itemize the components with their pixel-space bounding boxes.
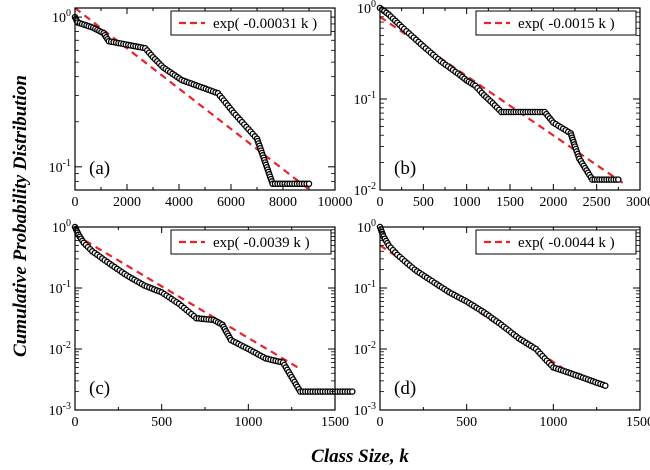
data-points-b [376, 4, 622, 183]
x-tick-label-d-0: 0 [377, 415, 384, 430]
y-tick-label-b-2: 100 [357, 0, 376, 17]
panel-label-d: (d) [394, 378, 416, 399]
x-tick-label-d-2: 1000 [539, 415, 567, 430]
y-tick-label-d-3: 100 [357, 218, 376, 236]
y-tick-label-d-2: 10-1 [354, 279, 376, 297]
legend-label-c: exp( -0.0039 k ) [213, 235, 310, 251]
fit-line-a [74, 7, 310, 191]
y-tick-label-a-0: 10-1 [49, 158, 71, 176]
x-tick-label-c-2: 1000 [234, 415, 262, 430]
x-tick-label-b-4: 2000 [539, 195, 567, 210]
data-point-d-97 [602, 382, 609, 389]
x-tick-label-a-2: 4000 [165, 195, 193, 210]
panel-a: 0 2000 4000 6000 8000 10000 10-1 100 exp( -0.000… [49, 7, 353, 210]
x-tick-label-c-3: 1500 [321, 415, 349, 430]
legend-label-a: exp( -0.00031 k ) [213, 16, 317, 32]
panel-label-b: (b) [394, 158, 416, 179]
data-point-c-126 [349, 388, 356, 395]
x-tick-label-a-0: 0 [72, 195, 79, 210]
x-tick-label-d-1: 500 [456, 415, 477, 430]
y-tick-label-d-0: 10-3 [354, 401, 376, 419]
x-tick-label-d-3: 1500 [626, 415, 650, 430]
legend-box-b [475, 10, 637, 36]
y-tick-label-b-1: 10-1 [354, 90, 376, 108]
panel-d: 0 500 1000 1500 10-3 10-2 10-1 100 exp( -0.0044 … [354, 218, 650, 430]
y-tick-label-c-1: 10-2 [49, 340, 71, 358]
legend-box-d [475, 229, 637, 255]
data-point-a-119 [305, 180, 313, 188]
y-tick-label-c-3: 100 [52, 218, 71, 236]
x-tick-label-c-0: 0 [72, 415, 79, 430]
y-tick-label-b-0: 10-2 [354, 181, 376, 199]
y-axis-label: Cumulative Probability Distribution [10, 75, 31, 357]
data-points-c [71, 223, 356, 395]
x-tick-label-b-0: 0 [377, 195, 384, 210]
x-tick-label-a-5: 10000 [318, 195, 353, 210]
legend-box-a [170, 10, 332, 36]
panel-label-c: (c) [89, 378, 110, 399]
data-points-d [376, 223, 609, 389]
x-tick-label-b-1: 500 [413, 195, 434, 210]
x-tick-label-b-6: 3000 [626, 195, 650, 210]
x-tick-label-a-4: 8000 [269, 195, 297, 210]
panel-label-a: (a) [89, 158, 110, 179]
data-points-a [71, 13, 313, 188]
x-tick-label-b-2: 1000 [453, 195, 481, 210]
fit-line-c [74, 233, 301, 370]
panel-c: 0 500 1000 1500 10-3 10-2 10-1 100 exp( -0.0039 … [49, 218, 356, 430]
data-point-b-114 [615, 176, 622, 183]
y-tick-label-a-1: 100 [52, 8, 71, 26]
legend-box-c [170, 229, 332, 255]
x-tick-label-b-5: 2500 [583, 195, 611, 210]
panel-b: 0 500 1000 1500 2000 2500 3000 10-2 10-1 100 exp( … [354, 0, 650, 210]
x-tick-label-a-3: 6000 [217, 195, 245, 210]
y-tick-label-c-0: 10-3 [49, 401, 71, 419]
legend-label-b: exp( -0.0015 k ) [518, 16, 615, 32]
x-tick-label-b-3: 1500 [496, 195, 524, 210]
y-tick-label-c-2: 10-1 [49, 279, 71, 297]
y-tick-label-d-1: 10-2 [354, 340, 376, 358]
x-tick-label-a-1: 2000 [113, 195, 141, 210]
x-tick-label-c-1: 500 [151, 415, 172, 430]
legend-label-d: exp( -0.0044 k ) [518, 235, 615, 251]
x-axis-label: Class Size, k [311, 446, 409, 467]
